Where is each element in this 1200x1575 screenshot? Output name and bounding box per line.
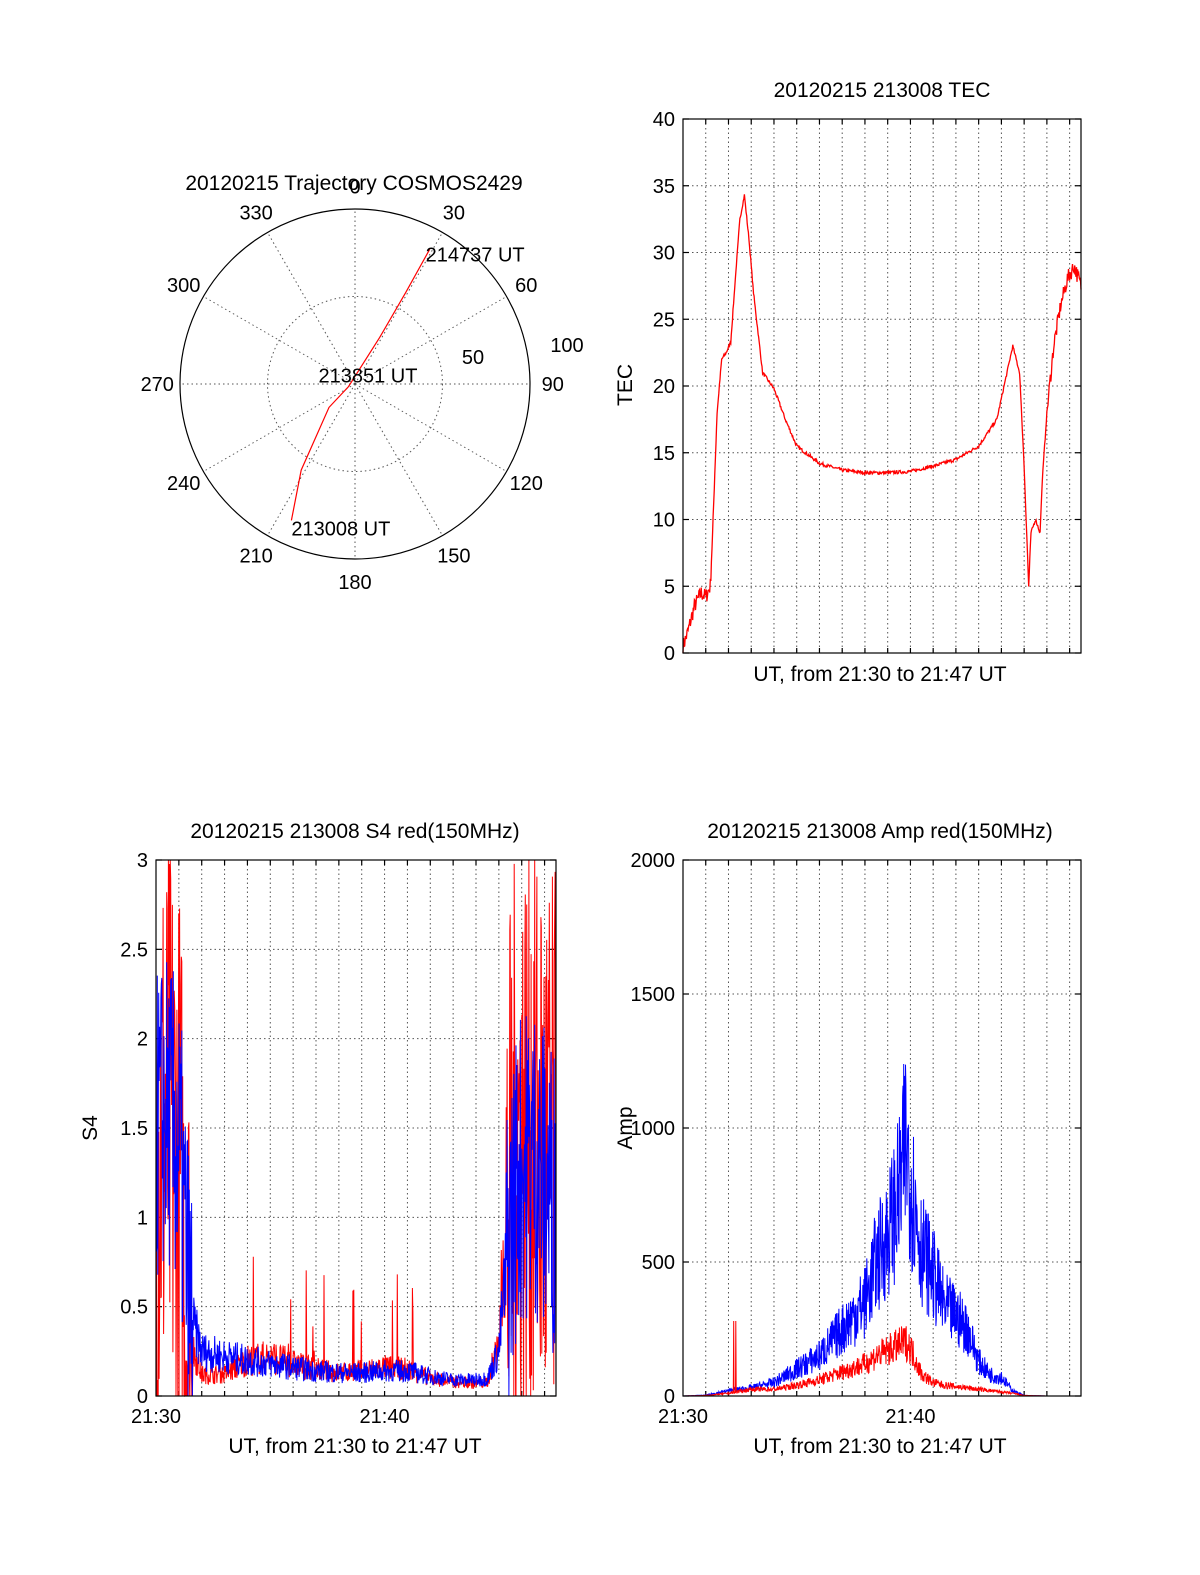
y-tick-label: 20 — [653, 376, 675, 398]
y-tick-label: 2.5 — [120, 939, 148, 961]
polar-trajectory-series: 213008 UT 213851 UT 214737 UT — [290, 244, 525, 540]
amp-title: 20120215 213008 Amp red(150MHz) — [707, 820, 1053, 843]
polar-grid-circle — [267, 296, 443, 472]
series-line-red — [682, 194, 1082, 654]
y-tick-label: 2 — [137, 1029, 148, 1051]
x-tick-label: 21:40 — [360, 1406, 410, 1428]
polar-spoke — [267, 383, 356, 536]
y-tick-label: 0.5 — [120, 1297, 148, 1319]
x-tick-label: 21:30 — [658, 1406, 708, 1428]
polar-trajectory-panel: 20120215 Trajectory COSMOS2429 0 30 60 90 12… — [141, 172, 584, 594]
y-tick-label: 10 — [653, 510, 675, 532]
polar-angle-label: 210 — [239, 545, 272, 567]
series-line-red — [683, 1320, 1081, 1397]
trajectory-time-label: 213851 UT — [319, 366, 418, 388]
polar-angle-label: 330 — [239, 203, 272, 225]
polar-radial-label: 100 — [550, 335, 583, 357]
polar-title: 20120215 Trajectory COSMOS2429 — [185, 172, 522, 195]
y-tick-label: 0 — [137, 1386, 148, 1408]
polar-outer-circle — [179, 208, 531, 560]
x-tick-label: 21:30 — [131, 1406, 181, 1428]
polar-spoke — [203, 383, 356, 472]
y-tick-label: 15 — [653, 443, 675, 465]
y-tick-label: 0 — [664, 1386, 675, 1408]
y-tick-label: 25 — [653, 309, 675, 331]
polar-radial-label: 50 — [462, 347, 484, 369]
y-tick-label: 500 — [642, 1252, 675, 1274]
s4-ylabel: S4 — [79, 1115, 102, 1141]
polar-angle-label: 0 — [349, 176, 360, 198]
trajectory-time-label: 213008 UT — [291, 518, 390, 540]
polar-angle-label: 270 — [141, 374, 174, 396]
polar-angle-labels: 0 30 60 90 120 150 180 210 240 270 300 330 50 100 — [141, 176, 584, 594]
s4-plot-area: 0 0.5 1 1.5 2 2.5 3 21:30 21:40 — [120, 850, 557, 1428]
plot-frame — [682, 118, 1082, 654]
y-tick-label: 40 — [653, 109, 675, 131]
tec-ylabel: TEC — [614, 364, 637, 406]
polar-angle-label: 120 — [510, 473, 543, 495]
s4-xlabel: UT, from 21:30 to 21:47 UT — [228, 1435, 481, 1458]
y-tick-label: 1500 — [631, 984, 676, 1006]
x-tick-label: 21:40 — [885, 1406, 935, 1428]
y-tick-label: 1 — [137, 1207, 148, 1229]
s4-title: 20120215 213008 S4 red(150MHz) — [190, 820, 519, 843]
amp-panel: 20120215 213008 Amp red(150MHz) 0 500 1000… — [614, 820, 1082, 1458]
y-tick-label: 2000 — [631, 850, 676, 872]
amp-xlabel: UT, from 21:30 to 21:47 UT — [753, 1435, 1006, 1458]
tec-xlabel: UT, from 21:30 to 21:47 UT — [753, 663, 1006, 686]
series-line-red — [155, 859, 557, 1397]
polar-angle-label: 240 — [167, 473, 200, 495]
polar-angle-label: 300 — [167, 275, 200, 297]
tec-plot-area: 0 5 10 15 20 25 30 35 40 — [653, 109, 1082, 665]
y-tick-label: 5 — [664, 576, 675, 598]
y-tick-label: 1000 — [631, 1118, 676, 1140]
polar-angle-label: 30 — [443, 203, 465, 225]
polar-angle-label: 180 — [338, 572, 371, 594]
series-line-blue — [155, 962, 557, 1397]
polar-angle-label: 90 — [542, 374, 564, 396]
y-tick-label: 0 — [664, 643, 675, 665]
amp-ylabel: Amp — [614, 1106, 637, 1149]
series-line-blue — [683, 1063, 1081, 1397]
trajectory-line — [290, 249, 431, 521]
y-tick-label: 30 — [653, 243, 675, 265]
polar-angle-label: 60 — [515, 275, 537, 297]
y-tick-label: 35 — [653, 176, 675, 198]
plot-frame — [682, 859, 1082, 1397]
polar-angle-label: 150 — [437, 545, 470, 567]
tec-panel: 20120215 213008 TEC 0 5 10 15 20 25 30 35 40 UT,… — [614, 79, 1082, 686]
s4-panel: 20120215 213008 S4 red(150MHz) 0 0.5 1 1.5 2… — [79, 820, 557, 1458]
y-tick-label: 1.5 — [120, 1118, 148, 1140]
trajectory-time-label: 214737 UT — [426, 244, 525, 266]
plot-frame — [155, 859, 557, 1397]
polar-grid — [179, 208, 531, 560]
amp-plot-area: 0 500 1000 1500 2000 21:30 21:40 — [631, 850, 1082, 1428]
tec-title: 20120215 213008 TEC — [774, 79, 991, 102]
y-tick-label: 3 — [137, 850, 148, 872]
